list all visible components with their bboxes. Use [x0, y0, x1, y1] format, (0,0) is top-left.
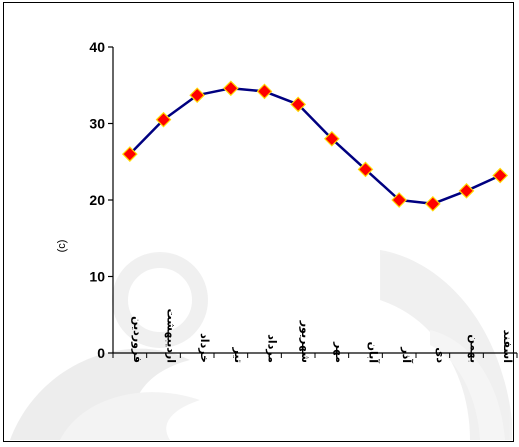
data-point-marker [155, 111, 172, 128]
data-point-marker [391, 192, 408, 208]
x-category-label: تیر [232, 347, 245, 363]
x-category-label: فروردین [131, 316, 144, 363]
x-category-label: اردیبهشت [165, 309, 178, 363]
series-line [128, 87, 501, 206]
y-tick-label: 20 [89, 192, 105, 208]
x-ticks [112, 353, 518, 358]
x-category-label: بهمن [468, 334, 481, 363]
data-point-marker [189, 87, 206, 104]
y-axis-label: (c) [56, 240, 68, 253]
data-point-marker [290, 96, 307, 113]
data-point-marker [256, 83, 273, 100]
y-tick-label: 40 [89, 39, 105, 55]
series-group [121, 80, 509, 212]
y-tick-label: 10 [89, 269, 105, 285]
x-category-label: آذر [400, 346, 414, 363]
x-category-label: مهر [333, 341, 346, 363]
y-tick-label: 30 [89, 116, 105, 132]
x-category-label: اسفند [501, 330, 514, 363]
y-ticks: 0 10 20 30 40 [89, 39, 113, 361]
data-point-marker [357, 161, 374, 178]
data-point-marker [121, 146, 138, 162]
data-point-marker [492, 167, 509, 184]
watermark-ornament [10, 250, 512, 440]
data-point-marker [222, 80, 239, 97]
x-category-label: آبان [367, 342, 381, 364]
x-category-label: دی [434, 347, 447, 363]
x-category-label: مرداد [266, 334, 279, 363]
x-category-label: خرداد [198, 333, 211, 363]
x-category-label: شهریور [299, 320, 312, 363]
data-point-marker [323, 130, 340, 147]
category-labels: فروردین اردیبهشت خرداد تیر مرداد شهریور مهر آبا… [131, 309, 514, 364]
data-point-marker [424, 195, 441, 212]
data-point-marker [458, 182, 475, 199]
y-tick-label: 0 [97, 345, 105, 361]
